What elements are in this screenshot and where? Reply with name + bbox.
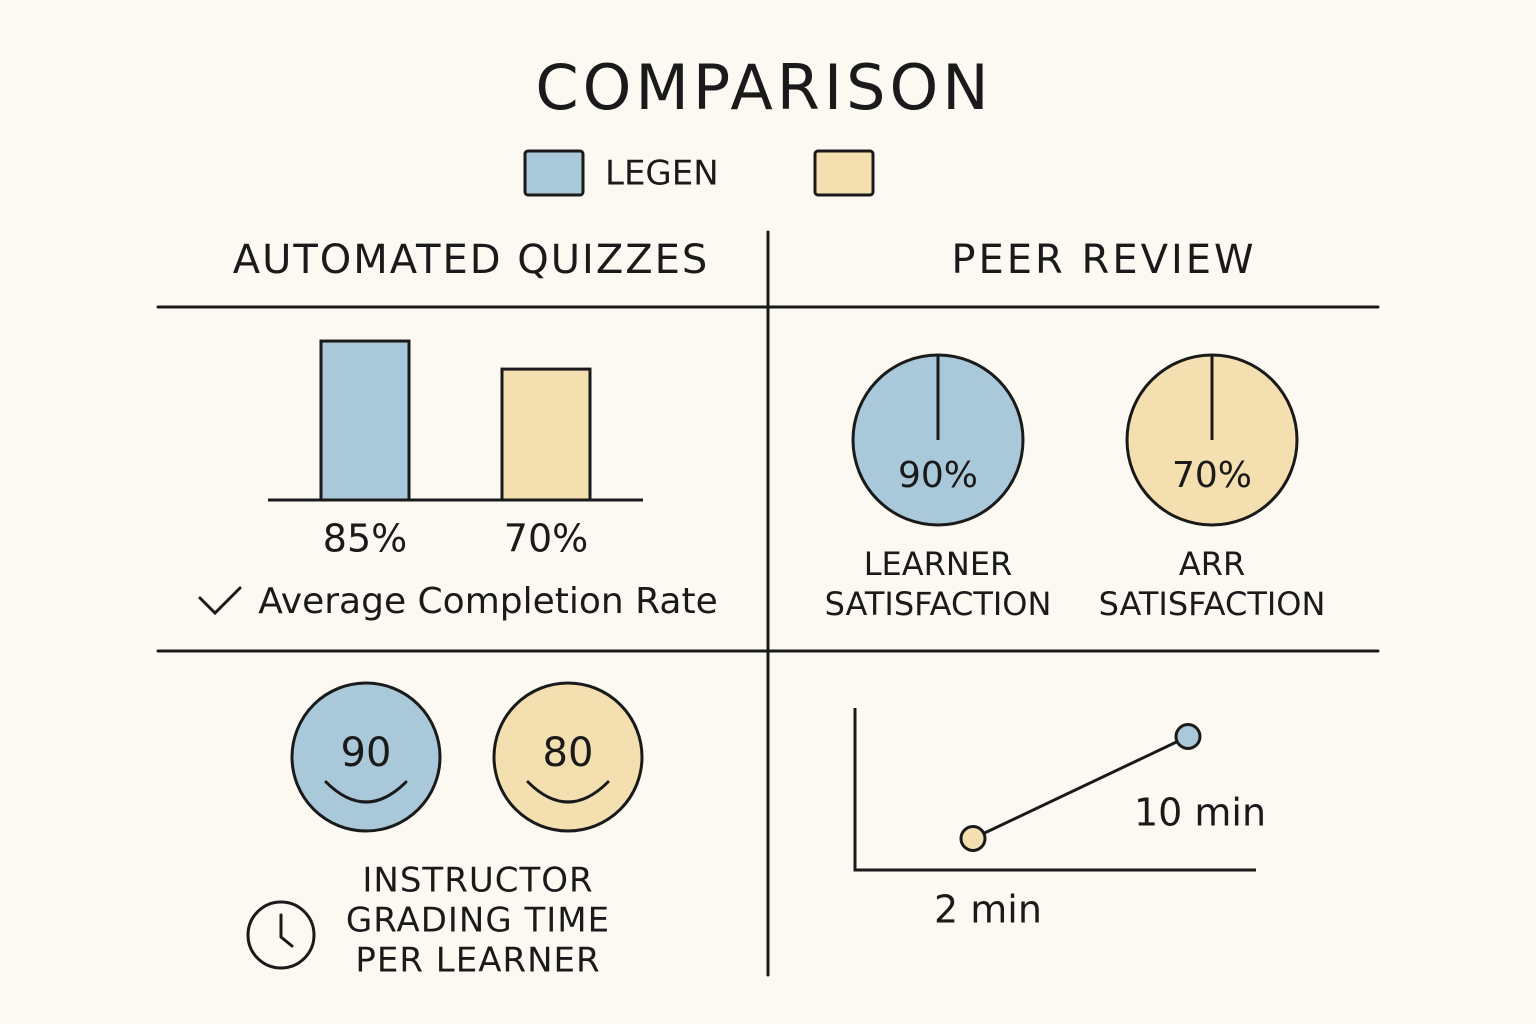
line: [972, 735, 1189, 840]
smile: [324, 780, 408, 804]
section-title: PEER REVIEW: [951, 237, 1256, 283]
bar: [319, 339, 411, 502]
pie-label: 90%: [898, 455, 978, 496]
caption: LEARNER: [864, 545, 1013, 583]
score-value: 90: [341, 730, 392, 776]
legend-swatch: [523, 149, 585, 197]
bar: [500, 367, 592, 502]
value-label: 10 min: [1134, 791, 1266, 835]
caption: SATISFACTION: [1099, 585, 1326, 623]
section-title: AUTOMATED QUIZZES: [233, 237, 710, 283]
title: COMPARISON: [535, 51, 992, 124]
legend-swatch: [813, 149, 875, 197]
value-label: 70%: [504, 517, 588, 561]
legend-label: LEGEN: [605, 154, 719, 194]
caption: Average Completion Rate: [258, 581, 717, 622]
smile: [526, 780, 610, 804]
check-icon: [198, 586, 242, 616]
clock-icon: [246, 900, 316, 970]
caption: GRADING TIME: [346, 901, 610, 941]
axes: [853, 708, 1256, 872]
point: [1174, 723, 1202, 750]
pie-label: 70%: [1172, 455, 1252, 496]
caption: SATISFACTION: [825, 585, 1052, 623]
caption: INSTRUCTOR: [362, 861, 593, 901]
caption: ARR: [1179, 545, 1245, 583]
score-value: 80: [543, 730, 594, 776]
point: [959, 825, 987, 852]
score-face: [290, 681, 442, 833]
score-face: [492, 681, 644, 833]
value-label: 85%: [323, 517, 407, 561]
value-label: 2 min: [934, 888, 1042, 932]
caption: PER LEARNER: [355, 941, 600, 981]
